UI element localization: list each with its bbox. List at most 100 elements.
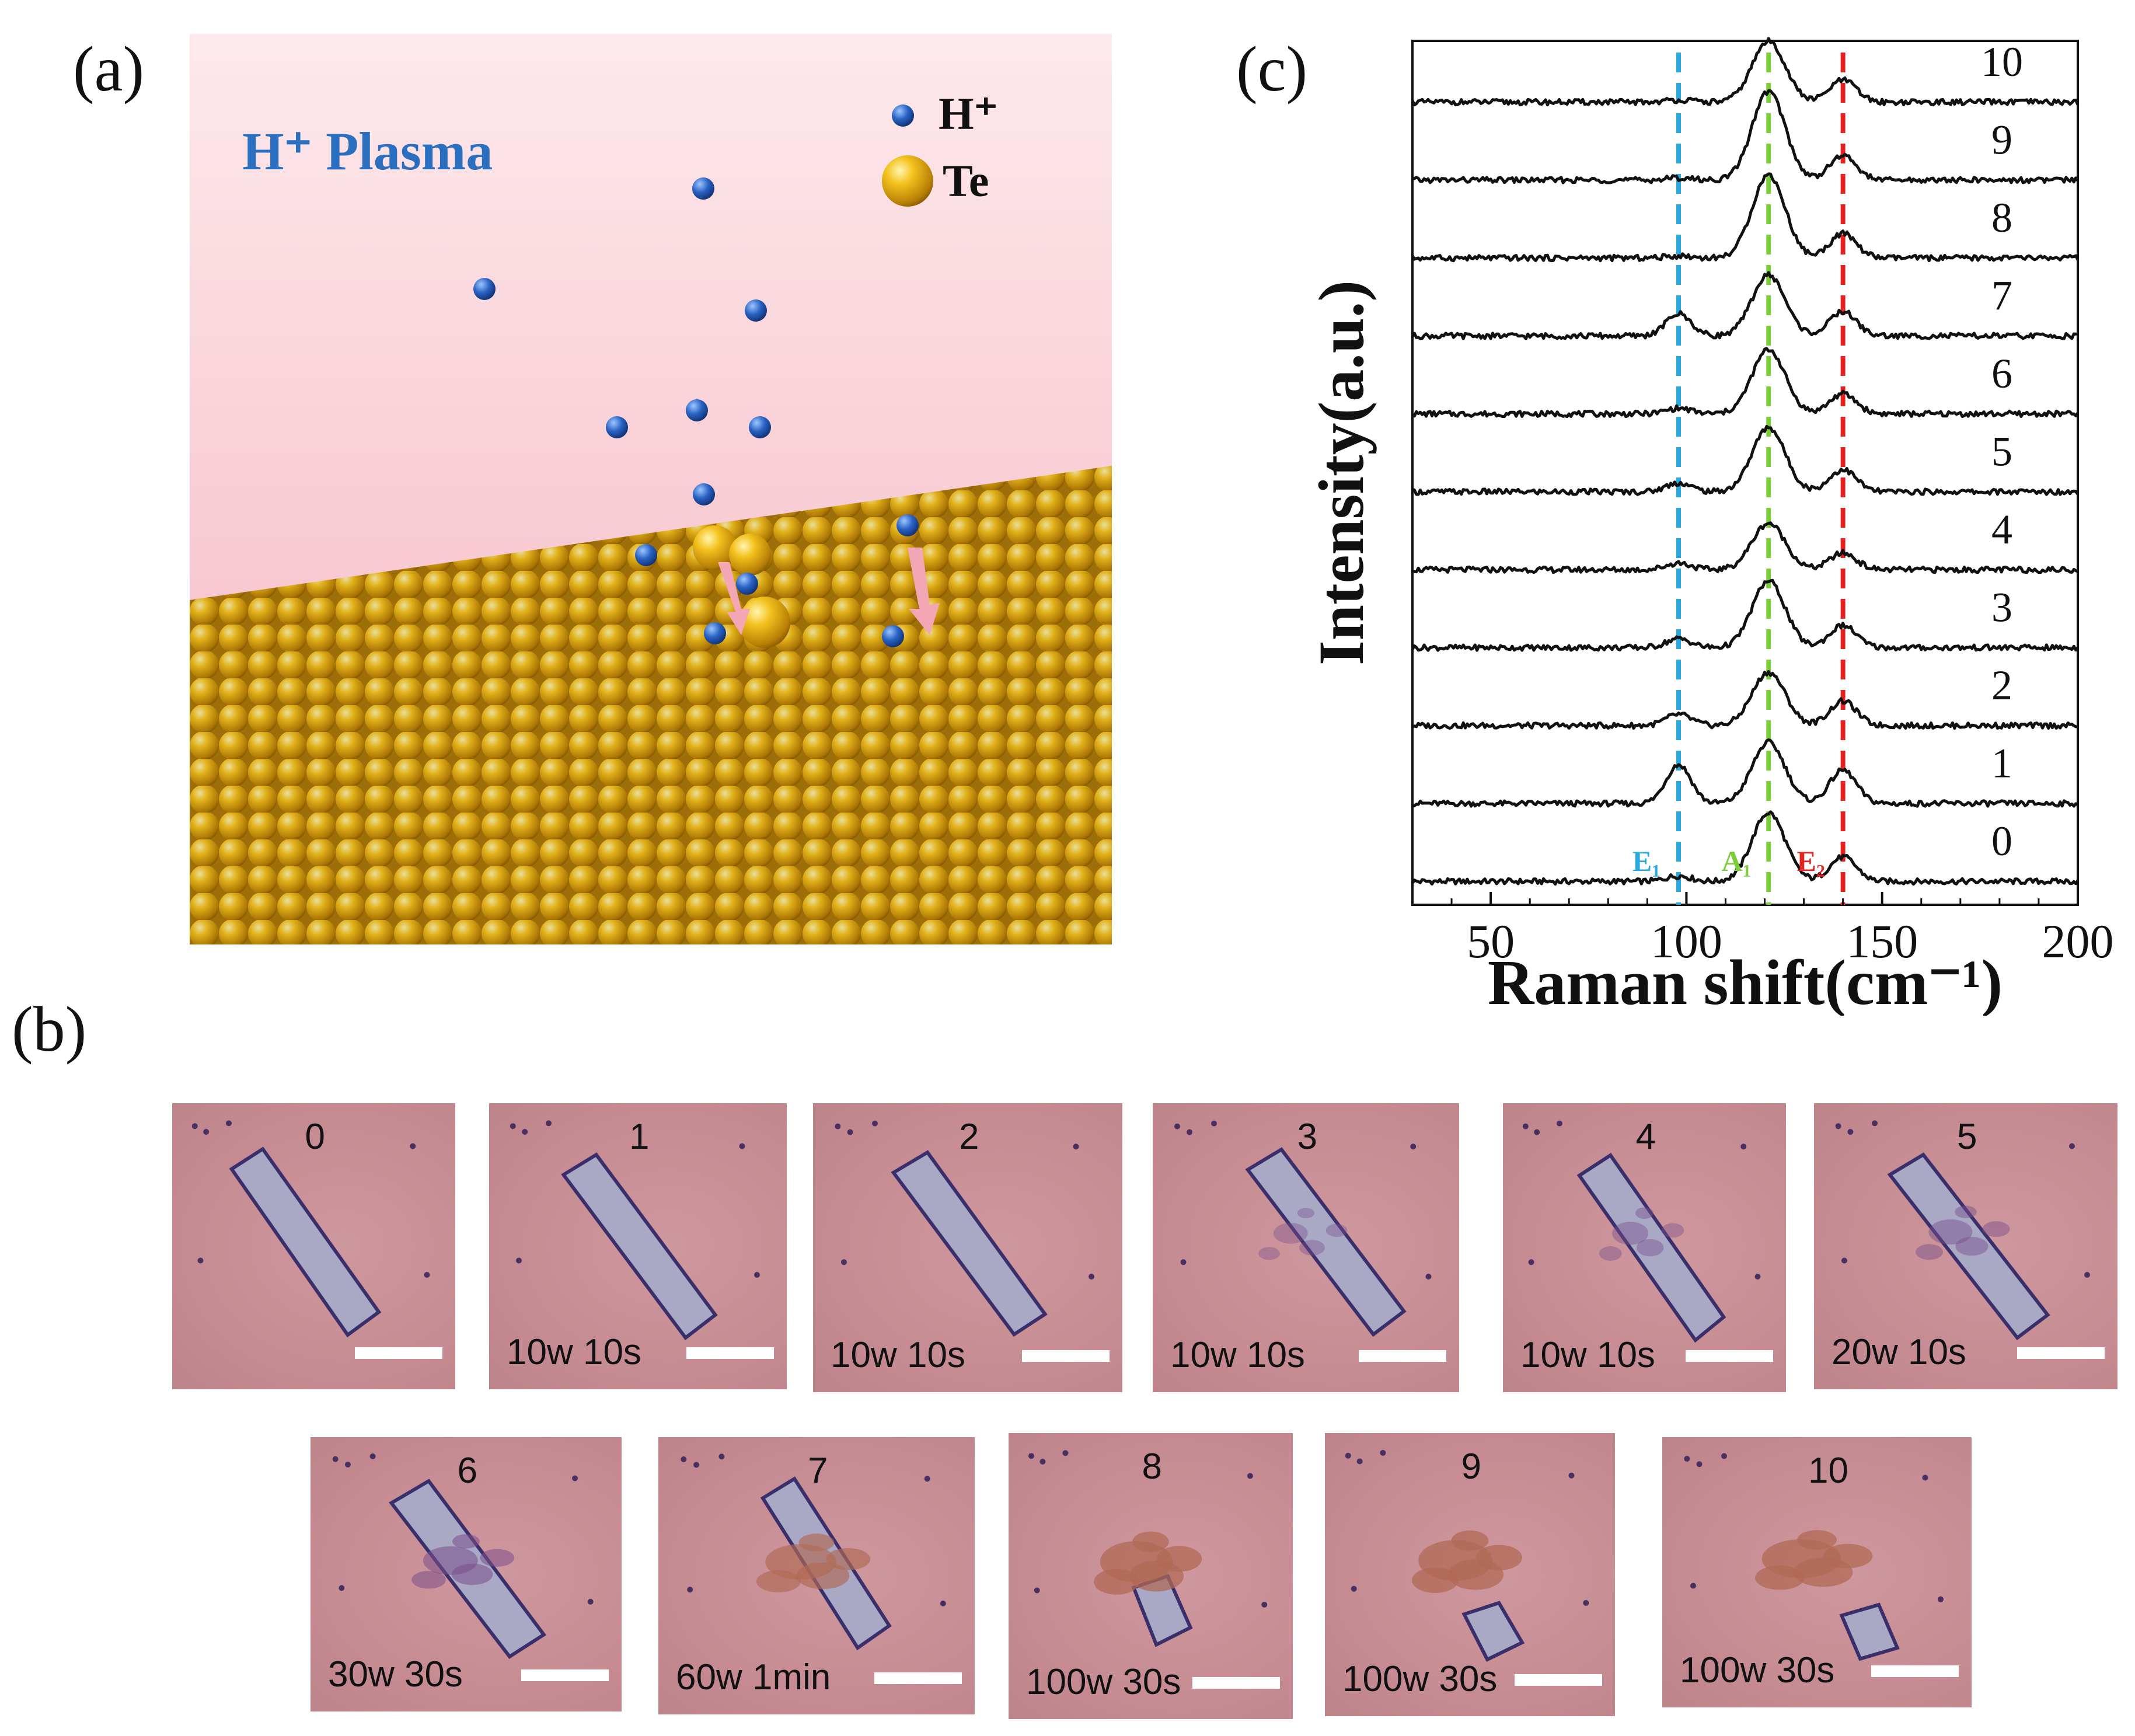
debris-speck	[572, 1475, 578, 1481]
debris-speck	[1872, 1120, 1878, 1127]
debris-speck	[522, 1129, 528, 1135]
etch-residue	[796, 1562, 850, 1589]
raman-trace	[1412, 89, 2080, 184]
image-step-number: 6	[457, 1451, 477, 1491]
debris-speck	[1522, 1123, 1529, 1130]
scale-bar	[1022, 1350, 1110, 1362]
legend-h-label: H⁺	[939, 88, 998, 139]
panel-b-label: (b)	[12, 994, 87, 1065]
reference-line-label: E₁	[1632, 845, 1660, 877]
etch-residue	[1755, 1565, 1805, 1590]
etch-residue	[1982, 1221, 2010, 1237]
etch-residue	[756, 1570, 801, 1592]
h-ion	[745, 299, 767, 322]
trace-label: 4	[1991, 506, 2012, 553]
plasma-condition-label: 10w 10s	[1520, 1335, 1655, 1375]
trace-label: 0	[1991, 818, 2012, 864]
debris-speck	[203, 1129, 210, 1135]
image-step-number: 8	[1142, 1446, 1162, 1487]
etch-residue	[451, 1563, 493, 1585]
te-ball-popped	[739, 597, 790, 648]
plasma-illustration: H⁺ Plasma H⁺ Te	[190, 34, 1112, 944]
debris-speck	[369, 1453, 376, 1459]
panel-c-label: (c)	[1236, 33, 1308, 104]
te-flake	[1887, 1152, 2050, 1340]
image-step-number: 10	[1808, 1451, 1848, 1491]
debris-speck	[1690, 1582, 1696, 1589]
trace-label: 3	[1991, 584, 2012, 631]
te-flake-image	[1522, 1120, 1761, 1343]
debris-speck	[339, 1585, 345, 1591]
plasma-condition-label: 10w 10s	[507, 1332, 641, 1372]
plasma-condition-label: 20w 10s	[1832, 1332, 1966, 1372]
debris-speck	[1345, 1452, 1351, 1459]
debris-speck	[1247, 1473, 1253, 1479]
h-ion	[693, 483, 715, 506]
te-lattice-shade	[190, 466, 1112, 944]
scale-bar	[1871, 1665, 1959, 1677]
h-ion	[736, 573, 758, 595]
etch-residue	[1928, 1219, 1973, 1245]
optical-image-tile: 5 20w 10s	[1814, 1103, 2117, 1389]
raman-trace	[1411, 578, 2079, 652]
te-flake-image	[191, 1120, 430, 1338]
etch-residue	[1797, 1530, 1837, 1550]
scale-bar	[1359, 1350, 1446, 1362]
debris-speck	[1684, 1456, 1690, 1462]
etch-residue	[1412, 1567, 1459, 1594]
debris-speck	[718, 1453, 725, 1460]
scale-bar	[1515, 1674, 1602, 1686]
etch-residue	[411, 1571, 446, 1589]
etch-residue	[1612, 1221, 1649, 1245]
etch-residue	[1661, 1223, 1684, 1238]
image-step-number: 5	[1957, 1117, 1977, 1157]
te-flake-image	[1174, 1120, 1432, 1337]
optical-image-tile: 1 10w 10s	[489, 1103, 787, 1389]
debris-speck	[1062, 1450, 1069, 1456]
raman-trace	[1411, 424, 2080, 496]
debris-speck	[424, 1272, 430, 1278]
etch-residue	[1299, 1240, 1325, 1256]
h-ion	[692, 177, 714, 200]
etch-residue	[1258, 1247, 1280, 1260]
raman-trace	[1412, 670, 2078, 730]
optical-image-tile: 4 10w 10s	[1503, 1103, 1786, 1392]
plasma-title: H⁺ Plasma	[242, 121, 493, 181]
te-flake-image	[681, 1453, 946, 1651]
etch-arrow	[718, 562, 750, 635]
debris-speck	[1583, 1600, 1589, 1606]
scale-bar	[874, 1672, 962, 1684]
te-flake	[1576, 1153, 1726, 1343]
h-ion	[473, 278, 496, 300]
etch-residue	[1955, 1236, 1989, 1256]
reference-line-label: E₂	[1796, 845, 1824, 877]
debris-speck	[1356, 1458, 1363, 1465]
x-tick-label: 200	[2042, 915, 2114, 968]
debris-speck	[1180, 1259, 1187, 1266]
trace-label: 2	[1991, 662, 2012, 709]
debris-speck	[693, 1462, 700, 1468]
image-step-number: 9	[1461, 1446, 1481, 1487]
debris-speck	[1174, 1123, 1180, 1130]
te-flake-image	[1684, 1453, 1944, 1661]
image-step-number: 7	[808, 1451, 828, 1491]
debris-speck	[1028, 1453, 1034, 1459]
etch-residue	[1094, 1568, 1140, 1595]
debris-speck	[226, 1120, 232, 1127]
debris-speck	[1351, 1585, 1357, 1592]
x-tick-label: 150	[1846, 915, 1918, 968]
debris-speck	[197, 1257, 204, 1264]
debris-speck	[2069, 1143, 2075, 1149]
te-flake	[229, 1146, 382, 1338]
scale-bar	[1192, 1677, 1280, 1689]
raman-trace	[1412, 347, 2080, 419]
plasma-condition-label: 100w 30s	[1342, 1659, 1498, 1699]
trace-label: 9	[1991, 117, 2012, 163]
te-flake-image	[1345, 1449, 1589, 1662]
optical-image-tile: 9 100w 30s	[1325, 1433, 1615, 1716]
plasma-condition-label: 100w 30s	[1026, 1662, 1181, 1702]
optical-image-tile: 0	[172, 1103, 455, 1389]
etch-residue	[1599, 1246, 1622, 1261]
plasma-condition-label: 100w 30s	[1680, 1650, 1835, 1690]
legend-h-icon	[892, 104, 914, 127]
